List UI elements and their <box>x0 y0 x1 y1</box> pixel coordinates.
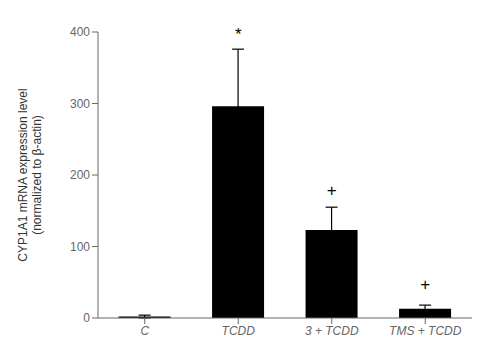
svg-text:+: + <box>420 275 430 294</box>
svg-text:*: * <box>235 25 242 44</box>
svg-text:CYP1A1 mRNA expression level(n: CYP1A1 mRNA expression level(normalized … <box>16 88 44 261</box>
svg-text:400: 400 <box>70 25 90 39</box>
svg-text:100: 100 <box>70 240 90 254</box>
svg-text:TCDD: TCDD <box>222 324 256 338</box>
svg-text:200: 200 <box>70 168 90 182</box>
svg-text:3 + TCDD: 3 + TCDD <box>305 324 359 338</box>
svg-text:0: 0 <box>83 311 90 325</box>
svg-text:TMS + TCDD: TMS + TCDD <box>389 324 462 338</box>
svg-text:C: C <box>140 324 149 338</box>
svg-text:+: + <box>327 181 337 200</box>
svg-text:300: 300 <box>70 97 90 111</box>
